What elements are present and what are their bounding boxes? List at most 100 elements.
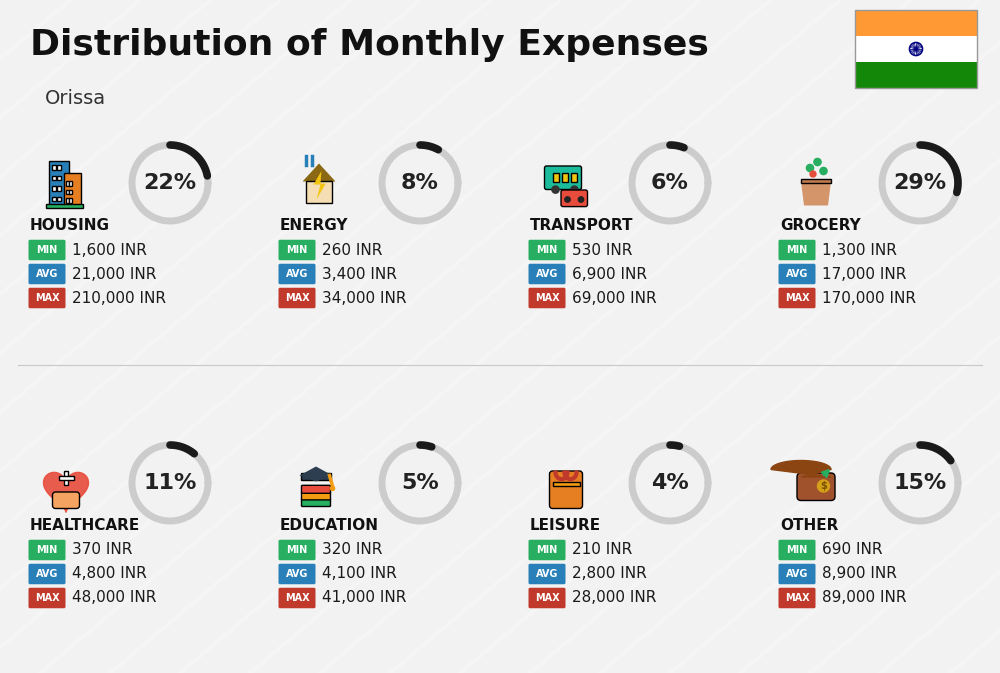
Text: MAX: MAX xyxy=(535,593,559,603)
Text: AVG: AVG xyxy=(36,569,58,579)
Text: MAX: MAX xyxy=(285,293,309,303)
FancyBboxPatch shape xyxy=(528,540,566,560)
FancyBboxPatch shape xyxy=(778,264,815,284)
Circle shape xyxy=(388,450,452,516)
Circle shape xyxy=(810,171,816,177)
Text: MIN: MIN xyxy=(536,245,558,255)
Text: 17,000 INR: 17,000 INR xyxy=(822,267,906,281)
FancyBboxPatch shape xyxy=(57,176,61,180)
Text: 210 INR: 210 INR xyxy=(572,542,632,557)
FancyBboxPatch shape xyxy=(528,240,566,260)
Circle shape xyxy=(571,186,578,193)
Text: 690 INR: 690 INR xyxy=(822,542,883,557)
FancyBboxPatch shape xyxy=(550,471,582,509)
FancyBboxPatch shape xyxy=(778,540,815,560)
Text: 260 INR: 260 INR xyxy=(322,242,382,258)
FancyBboxPatch shape xyxy=(855,36,977,62)
Text: GROCERY: GROCERY xyxy=(780,219,861,234)
FancyBboxPatch shape xyxy=(52,176,56,180)
Circle shape xyxy=(818,480,830,492)
FancyBboxPatch shape xyxy=(528,288,566,308)
Text: 1,300 INR: 1,300 INR xyxy=(822,242,897,258)
FancyBboxPatch shape xyxy=(52,492,80,509)
FancyBboxPatch shape xyxy=(778,564,815,584)
Text: 8%: 8% xyxy=(401,173,439,193)
FancyBboxPatch shape xyxy=(797,473,835,501)
FancyBboxPatch shape xyxy=(778,240,815,260)
Text: 320 INR: 320 INR xyxy=(322,542,382,557)
Text: 89,000 INR: 89,000 INR xyxy=(822,590,907,606)
FancyBboxPatch shape xyxy=(302,499,331,507)
Text: 6,900 INR: 6,900 INR xyxy=(572,267,647,281)
FancyBboxPatch shape xyxy=(52,186,56,191)
Polygon shape xyxy=(302,164,336,182)
FancyBboxPatch shape xyxy=(278,540,316,560)
Text: AVG: AVG xyxy=(286,569,308,579)
Text: 6%: 6% xyxy=(651,173,689,193)
FancyBboxPatch shape xyxy=(28,588,65,608)
Text: MIN: MIN xyxy=(36,245,58,255)
Text: MIN: MIN xyxy=(286,245,308,255)
FancyBboxPatch shape xyxy=(552,173,559,182)
FancyBboxPatch shape xyxy=(302,492,331,500)
Text: ENERGY: ENERGY xyxy=(280,219,349,234)
FancyBboxPatch shape xyxy=(57,166,61,170)
Text: 29%: 29% xyxy=(893,173,947,193)
Circle shape xyxy=(565,197,570,202)
FancyBboxPatch shape xyxy=(561,190,588,207)
FancyBboxPatch shape xyxy=(49,160,69,205)
Text: MAX: MAX xyxy=(35,293,59,303)
Text: Distribution of Monthly Expenses: Distribution of Monthly Expenses xyxy=(30,28,709,62)
Text: MAX: MAX xyxy=(535,293,559,303)
Circle shape xyxy=(138,450,202,516)
Text: 210,000 INR: 210,000 INR xyxy=(72,291,166,306)
Text: 1,600 INR: 1,600 INR xyxy=(72,242,147,258)
Text: 22%: 22% xyxy=(143,173,197,193)
Text: Orissa: Orissa xyxy=(45,89,106,108)
Text: 34,000 INR: 34,000 INR xyxy=(322,291,406,306)
Circle shape xyxy=(578,197,584,202)
FancyBboxPatch shape xyxy=(278,264,316,284)
Text: AVG: AVG xyxy=(286,269,308,279)
FancyBboxPatch shape xyxy=(301,472,331,480)
Text: MIN: MIN xyxy=(286,545,308,555)
FancyBboxPatch shape xyxy=(46,204,82,207)
Text: 15%: 15% xyxy=(893,473,947,493)
FancyBboxPatch shape xyxy=(28,288,65,308)
Polygon shape xyxy=(300,466,332,481)
FancyBboxPatch shape xyxy=(562,173,568,182)
Text: 48,000 INR: 48,000 INR xyxy=(72,590,156,606)
FancyBboxPatch shape xyxy=(57,186,61,191)
FancyBboxPatch shape xyxy=(544,166,582,190)
Text: HOUSING: HOUSING xyxy=(30,219,110,234)
Text: HEALTHCARE: HEALTHCARE xyxy=(30,518,140,534)
Text: 4,100 INR: 4,100 INR xyxy=(322,567,397,581)
FancyBboxPatch shape xyxy=(64,172,81,205)
Text: 21,000 INR: 21,000 INR xyxy=(72,267,156,281)
FancyBboxPatch shape xyxy=(855,10,977,36)
Polygon shape xyxy=(314,171,326,199)
Text: 4%: 4% xyxy=(651,473,689,493)
Text: LEISURE: LEISURE xyxy=(530,518,601,534)
FancyBboxPatch shape xyxy=(52,166,56,170)
Text: OTHER: OTHER xyxy=(780,518,838,534)
Text: AVG: AVG xyxy=(786,269,808,279)
FancyBboxPatch shape xyxy=(278,564,316,584)
FancyBboxPatch shape xyxy=(69,190,72,194)
Text: 8,900 INR: 8,900 INR xyxy=(822,567,897,581)
Text: MIN: MIN xyxy=(36,545,58,555)
Circle shape xyxy=(637,450,702,516)
FancyBboxPatch shape xyxy=(778,288,815,308)
FancyBboxPatch shape xyxy=(69,199,72,203)
FancyBboxPatch shape xyxy=(28,264,65,284)
Text: EDUCATION: EDUCATION xyxy=(280,518,379,534)
Text: MAX: MAX xyxy=(785,293,809,303)
Text: AVG: AVG xyxy=(536,269,558,279)
Text: 28,000 INR: 28,000 INR xyxy=(572,590,656,606)
Circle shape xyxy=(138,151,202,215)
FancyBboxPatch shape xyxy=(306,181,332,203)
FancyBboxPatch shape xyxy=(66,181,69,186)
Text: MAX: MAX xyxy=(785,593,809,603)
Polygon shape xyxy=(44,472,88,512)
Circle shape xyxy=(388,151,452,215)
